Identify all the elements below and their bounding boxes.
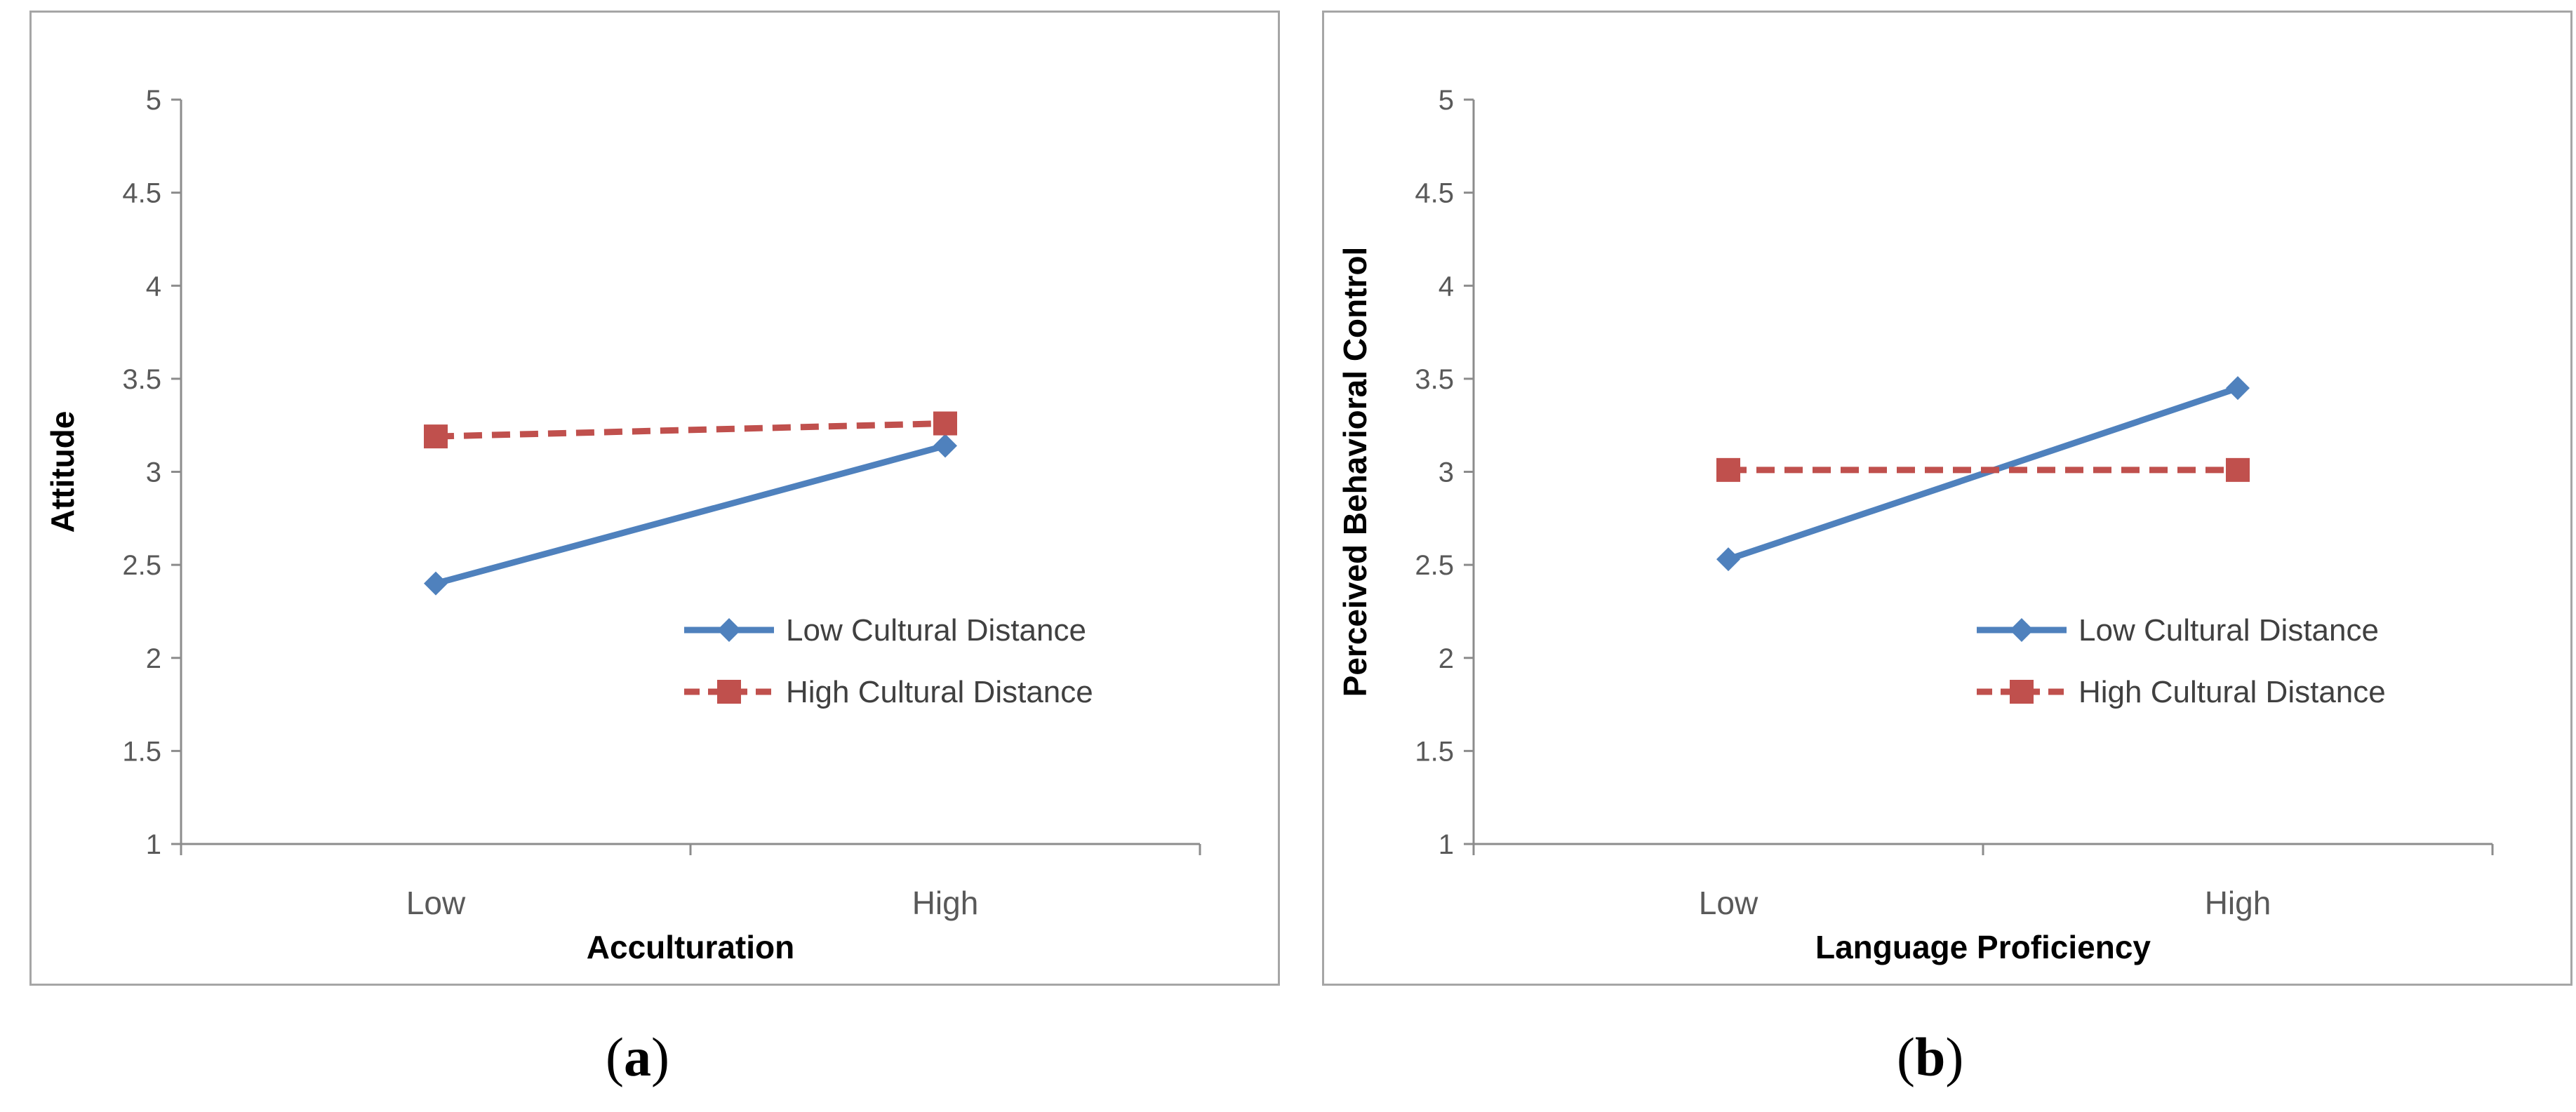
chart-a-y-tick-label: 4 xyxy=(146,271,161,302)
chart-b-legend-low-cd-label: Low Cultural Distance xyxy=(2078,613,2379,648)
chart-a-y-tick-label: 3.5 xyxy=(122,364,161,395)
chart-b-low-cd-point-low xyxy=(1716,547,1740,572)
chart-b-x-tick-label: Low xyxy=(1699,885,1759,921)
chart-b-low-cd-point-high xyxy=(2226,376,2250,401)
chart-a-y-axis-title: Attitude xyxy=(44,411,81,533)
chart-b-y-tick-label: 3.5 xyxy=(1415,364,1454,395)
chart-a-y-tick-label: 3 xyxy=(146,457,161,488)
chart-a-legend-high-cd-label: High Cultural Distance xyxy=(786,675,1093,709)
chart-a-legend-low-cd-label: Low Cultural Distance xyxy=(786,613,1086,648)
chart-a-high-cd-point-low xyxy=(424,424,448,449)
chart-a-x-tick-label: High xyxy=(912,885,979,921)
chart-panel-a: 1 1.5 2 2.5 3 3.5 4 4.5 5 Low High Acculturation Att… xyxy=(29,11,1280,986)
chart-b-y-tick-label: 2.5 xyxy=(1415,550,1454,581)
chart-a-y-tick-label: 2 xyxy=(146,643,161,674)
chart-a-legend-high-cd-marker xyxy=(717,680,741,704)
chart-a-low-cd-point-high xyxy=(933,434,957,458)
chart-a-y-tick-label: 2.5 xyxy=(122,550,161,581)
chart-a-high-cd-line xyxy=(435,420,946,440)
chart-b-y-tick-label: 1 xyxy=(1439,829,1454,860)
chart-a-svg: 1 1.5 2 2.5 3 3.5 4 4.5 5 Low High Acculturation Att… xyxy=(44,85,1201,965)
chart-b-y-tick-label: 4.5 xyxy=(1415,178,1454,209)
chart-b-high-cd-point-low xyxy=(1716,457,1740,482)
chart-panel-b: 1 1.5 2 2.5 3 3.5 4 4.5 5 Low High Language Profici… xyxy=(1322,11,2572,986)
chart-a-low-cd-line xyxy=(434,443,947,587)
chart-b-y-tick-label: 2 xyxy=(1439,643,1454,674)
chart-b-y-tick-label: 3 xyxy=(1439,457,1454,488)
chart-b-legend-high-cd-label: High Cultural Distance xyxy=(2078,675,2386,709)
chart-b-x-tick-label: High xyxy=(2205,885,2271,921)
chart-b-y-axis-title: Perceived Behavioral Control xyxy=(1337,247,1373,697)
caption-a: (a) xyxy=(606,1026,669,1087)
caption-b-letter: b xyxy=(1914,1026,1946,1087)
caption-b: (b) xyxy=(1897,1026,1964,1087)
chart-a-legend-low-cd-marker xyxy=(717,618,741,642)
chart-a-high-cd-point-high xyxy=(933,411,957,436)
chart-a-x-axis-title: Acculturation xyxy=(587,929,794,965)
chart-b-low-cd-line xyxy=(1727,384,2239,563)
chart-a-low-cd-point-low xyxy=(424,571,448,596)
chart-a-y-tick-label: 4.5 xyxy=(122,178,161,209)
chart-b-svg: 1 1.5 2 2.5 3 3.5 4 4.5 5 Low High Language Profici… xyxy=(1337,85,2494,965)
caption-a-letter: a xyxy=(623,1026,651,1087)
chart-b-x-axis-title: Language Proficiency xyxy=(1815,929,2151,965)
chart-b-y-tick-label: 4 xyxy=(1439,271,1454,302)
chart-b-y-tick-label: 5 xyxy=(1439,85,1454,116)
chart-a-y-tick-label: 1.5 xyxy=(122,736,161,767)
chart-b-legend-low-cd-marker xyxy=(2010,618,2034,642)
chart-a-x-tick-label: Low xyxy=(406,885,466,921)
chart-b-legend-high-cd-marker xyxy=(2010,680,2034,704)
chart-b-y-tick-label: 1.5 xyxy=(1415,736,1454,767)
chart-a-y-tick-label: 1 xyxy=(146,829,161,860)
chart-b-high-cd-point-high xyxy=(2226,457,2250,482)
chart-a-y-tick-label: 5 xyxy=(146,85,161,116)
